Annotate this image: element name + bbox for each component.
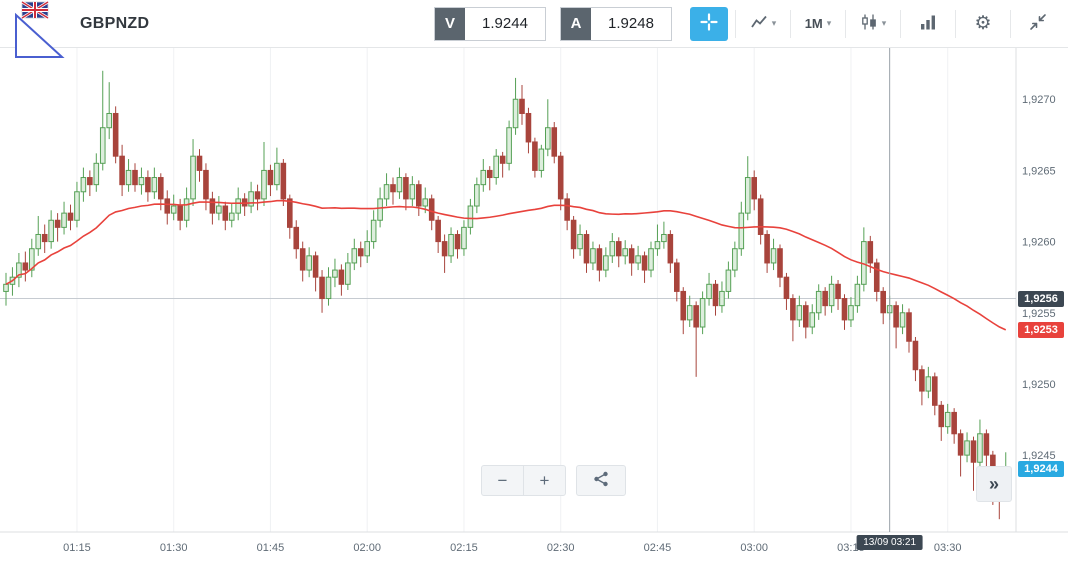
toolbar-separator: [1010, 9, 1011, 38]
zoom-controls: − +: [481, 465, 566, 496]
current-price-badge: 1,9244: [1018, 461, 1064, 478]
buy-label: A: [561, 7, 591, 40]
timeframe-dropdown-button[interactable]: 1M ▾: [798, 7, 838, 41]
indicators-button[interactable]: [908, 7, 948, 41]
svg-text:1,9255: 1,9255: [1022, 308, 1056, 320]
settings-button[interactable]: ⚙: [963, 7, 1003, 41]
gear-icon: ⚙: [974, 13, 992, 34]
candlestick-icon: [860, 13, 878, 34]
crosshair-icon: [700, 13, 718, 34]
toolbar: GBPNZD V 1.9244 A 1.9248: [0, 0, 1068, 58]
svg-text:01:30: 01:30: [160, 542, 188, 554]
sell-value: 1.9244: [482, 15, 528, 32]
bar-chart-icon: [919, 13, 937, 34]
zoom-in-button[interactable]: +: [523, 465, 566, 496]
chart-canvas[interactable]: 01:15 01:30 01:45 02:00 02:15 02:30 02:45 03:00…: [0, 48, 1068, 563]
crosshair-time-badge: 13/09 03:21: [856, 535, 924, 550]
buy-value: 1.9248: [608, 15, 654, 32]
collapse-arrows-icon: [1029, 13, 1047, 34]
chevron-down-icon: ▾: [771, 18, 777, 28]
instrument-flag-icon: [10, 0, 68, 58]
toolbar-separator: [790, 9, 791, 38]
svg-text:1,9250: 1,9250: [1022, 379, 1056, 391]
instrument-header: GBPNZD: [10, 0, 150, 58]
chart-style-button[interactable]: ▾: [743, 7, 783, 41]
svg-text:01:15: 01:15: [63, 542, 91, 554]
sell-quote-button[interactable]: V 1.9244: [434, 6, 546, 41]
svg-text:1,9260: 1,9260: [1022, 237, 1056, 249]
svg-text:1,9265: 1,9265: [1022, 165, 1056, 177]
chart-style-icon: [750, 13, 768, 34]
share-icon: [593, 471, 609, 490]
candle-style-dropdown-button[interactable]: ▾: [853, 7, 893, 41]
svg-text:02:30: 02:30: [547, 542, 575, 554]
chevron-down-icon: ▾: [826, 18, 832, 28]
toolbar-controls: V 1.9244 A 1.9248: [420, 0, 1058, 48]
toolbar-separator: [845, 9, 846, 38]
toolbar-separator: [955, 9, 956, 38]
toolbar-separator: [900, 9, 901, 38]
crosshair-tool-button[interactable]: [690, 6, 728, 41]
svg-text:02:45: 02:45: [644, 542, 672, 554]
ma-price-badge: 1,9253: [1018, 321, 1064, 338]
toolbar-separator: [735, 9, 736, 38]
svg-text:02:15: 02:15: [450, 542, 478, 554]
svg-text:02:00: 02:00: [353, 542, 381, 554]
reference-price-badge: 1,9256: [1018, 290, 1064, 307]
expand-panel-button[interactable]: »: [976, 466, 1012, 502]
svg-text:03:30: 03:30: [934, 542, 962, 554]
svg-text:1,9245: 1,9245: [1022, 450, 1056, 462]
share-button[interactable]: [576, 465, 626, 496]
timeframe-label: 1M: [804, 16, 823, 31]
chevron-down-icon: ▾: [881, 18, 887, 28]
fullscreen-toggle-button[interactable]: [1018, 7, 1058, 41]
svg-text:01:45: 01:45: [257, 542, 285, 554]
instrument-symbol: GBPNZD: [80, 14, 150, 32]
sell-label: V: [435, 7, 465, 40]
candlestick-chart[interactable]: 01:15 01:30 01:45 02:00 02:15 02:30 02:45 03:00…: [0, 48, 1068, 563]
buy-quote-button[interactable]: A 1.9248: [560, 6, 672, 41]
svg-text:03:00: 03:00: [740, 542, 768, 554]
zoom-out-button[interactable]: −: [481, 465, 524, 496]
svg-text:1,9270: 1,9270: [1022, 94, 1056, 106]
